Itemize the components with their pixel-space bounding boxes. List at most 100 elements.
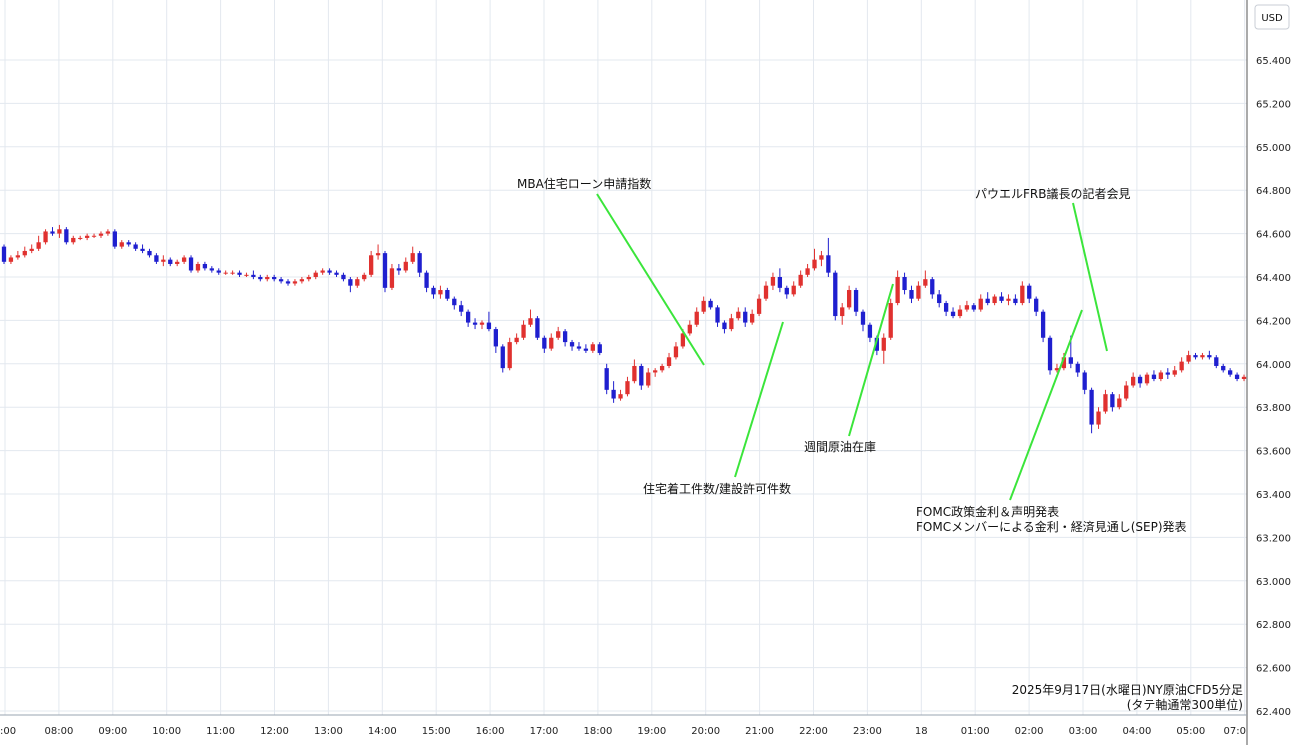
candle: [701, 296, 706, 314]
candle-body: [1054, 368, 1060, 371]
candle: [978, 294, 983, 312]
candle-body: [1124, 385, 1129, 399]
candle: [1214, 355, 1219, 369]
candle-body: [950, 311, 956, 317]
candle: [743, 307, 748, 327]
x-tick-label: 23:00: [853, 726, 882, 737]
candle-body: [971, 305, 976, 310]
y-tick-label: 65.200: [1256, 99, 1291, 110]
candle-body: [417, 253, 422, 273]
candle: [1193, 352, 1198, 360]
candle-body: [618, 394, 623, 399]
candle-body: [1013, 298, 1018, 304]
x-tick-label: 13:00: [314, 726, 343, 737]
currency-badge[interactable]: [1254, 4, 1290, 30]
candle: [1089, 387, 1094, 434]
candle: [950, 307, 956, 319]
candle-body: [576, 346, 582, 349]
candle: [549, 333, 554, 351]
candle-body: [98, 233, 104, 236]
candle: [112, 229, 117, 249]
annotation-label: 住宅着工件数/建設許可件数: [643, 481, 791, 496]
annotation-connector: [1072, 202, 1108, 352]
candle-body: [472, 322, 478, 325]
candle-body: [805, 268, 810, 275]
candle: [1186, 350, 1191, 364]
y-tick-label: 65.400: [1256, 56, 1291, 67]
x-tick-label: 07:0: [1224, 726, 1246, 737]
candle-body: [833, 272, 838, 317]
candle-body: [784, 287, 789, 295]
candle-body: [84, 235, 90, 238]
candle: [881, 333, 886, 364]
candle: [1013, 294, 1018, 306]
candle: [923, 270, 928, 288]
candle: [846, 285, 852, 310]
candle: [78, 235, 83, 241]
candle: [1117, 394, 1122, 410]
candle: [985, 292, 990, 306]
candle: [362, 272, 367, 282]
candle-body: [251, 274, 256, 277]
candle: [98, 231, 104, 238]
candle-body: [763, 285, 769, 299]
candle-body: [1186, 355, 1191, 362]
candle-body: [36, 242, 41, 249]
candle-body: [1, 246, 7, 262]
candle: [1082, 370, 1087, 395]
candle: [147, 248, 152, 258]
candle: [1124, 381, 1129, 401]
candle-body: [853, 290, 859, 312]
candle: [798, 270, 803, 288]
candle-body: [916, 285, 921, 299]
candle: [1234, 372, 1240, 382]
candle: [1020, 281, 1025, 306]
x-tick-label: :00: [0, 726, 16, 737]
candle-body: [64, 229, 69, 243]
candle: [805, 263, 810, 277]
candle-body: [465, 311, 471, 323]
candle-body: [1241, 376, 1247, 379]
candle-body: [895, 277, 900, 304]
candle-body: [1110, 394, 1115, 408]
y-tick-label: 63.800: [1256, 403, 1291, 414]
candle-body: [50, 231, 55, 234]
y-tick-label: 63.400: [1256, 490, 1291, 501]
x-tick-label: 18:00: [583, 726, 612, 737]
candle: [1040, 309, 1046, 343]
x-tick-label: 20:00: [691, 726, 720, 737]
candle-body: [1144, 374, 1150, 384]
candle: [154, 253, 159, 264]
candle-body: [313, 272, 318, 277]
candles: [1, 224, 1247, 434]
x-tick-labels: :00 08:00 09:00 10:00 11:00 12:00 13:00 14:00 15…: [0, 726, 1246, 737]
candle: [258, 274, 263, 282]
candle-body: [729, 318, 734, 330]
candle-body: [78, 237, 83, 239]
candle-body: [1179, 361, 1184, 371]
candle-body: [791, 285, 796, 295]
candle-body: [597, 344, 602, 353]
candle-body: [1089, 389, 1094, 425]
candle: [729, 313, 734, 332]
candle: [348, 277, 353, 293]
candle: [43, 229, 48, 245]
candle-body: [680, 333, 686, 347]
candle: [930, 277, 935, 299]
candle: [140, 244, 145, 254]
candle-body: [1200, 355, 1205, 358]
x-tick-label: 21:00: [745, 726, 774, 737]
candle-body: [493, 329, 498, 347]
annotation-label: FOMCメンバーによる金利・経済見通し(SEP)発表: [916, 519, 1187, 534]
candle-body: [646, 372, 651, 386]
candle-body: [1214, 357, 1219, 366]
candle: [1158, 370, 1164, 382]
candle-body: [1207, 355, 1212, 358]
y-tick-label: 64.600: [1256, 230, 1291, 241]
candle: [618, 389, 623, 401]
candle-body: [431, 287, 436, 295]
candle-body: [292, 281, 298, 284]
candle-body: [1227, 370, 1233, 375]
